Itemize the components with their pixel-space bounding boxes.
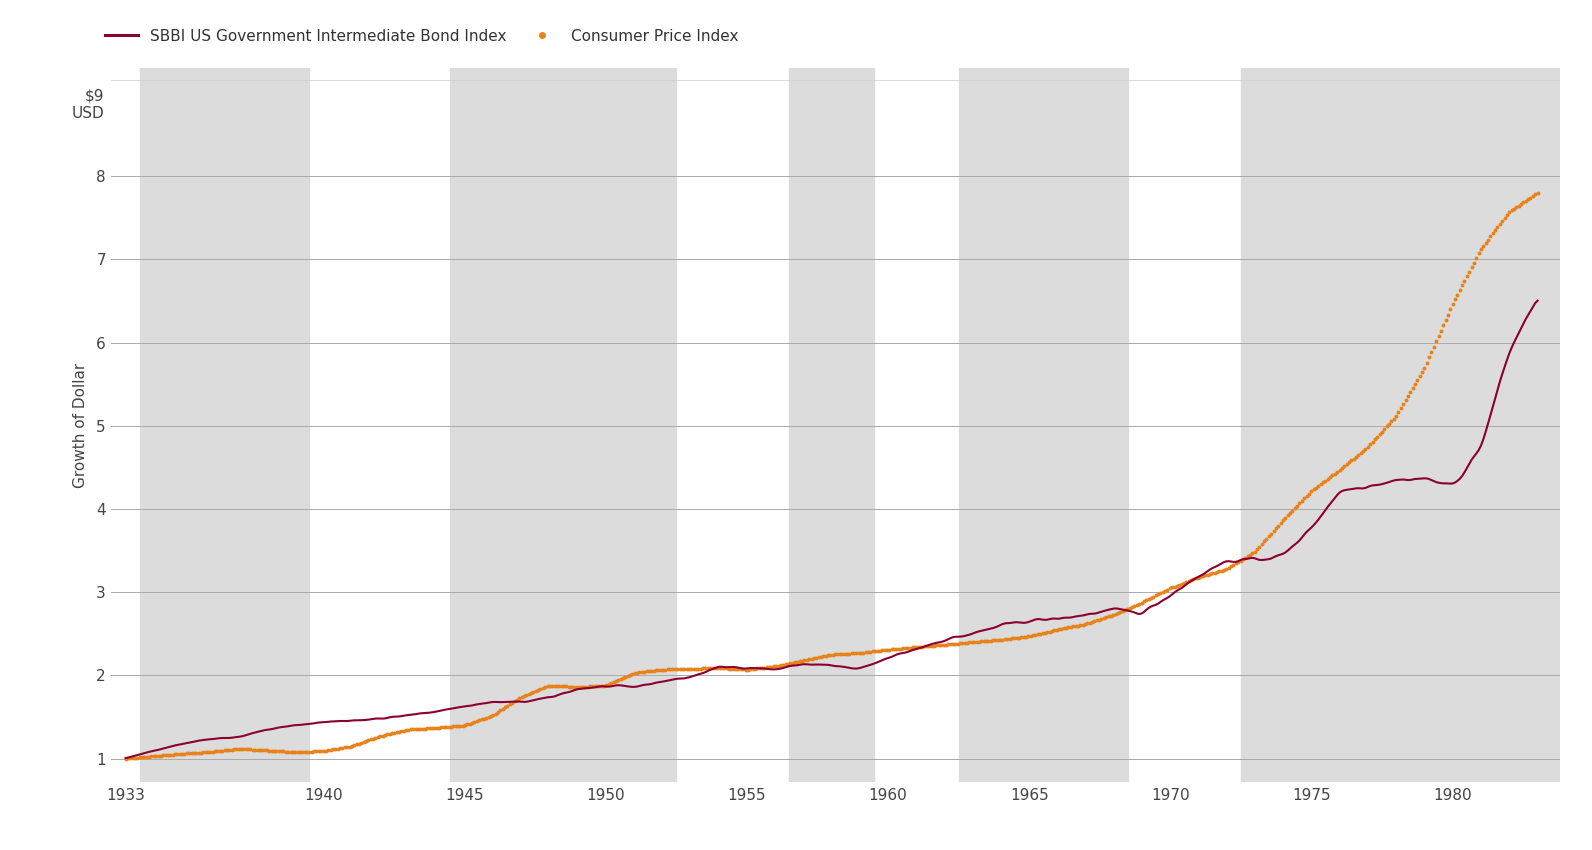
- Bar: [958, 68, 1129, 782]
- Bar: [140, 68, 309, 782]
- Bar: [451, 68, 677, 782]
- Y-axis label: Growth of Dollar: Growth of Dollar: [73, 362, 88, 488]
- Bar: [790, 68, 874, 782]
- Legend: SBBI US Government Intermediate Bond Index, Consumer Price Index: SBBI US Government Intermediate Bond Ind…: [105, 29, 739, 44]
- Text: $9
USD: $9 USD: [72, 88, 105, 122]
- Bar: [1242, 68, 1567, 782]
